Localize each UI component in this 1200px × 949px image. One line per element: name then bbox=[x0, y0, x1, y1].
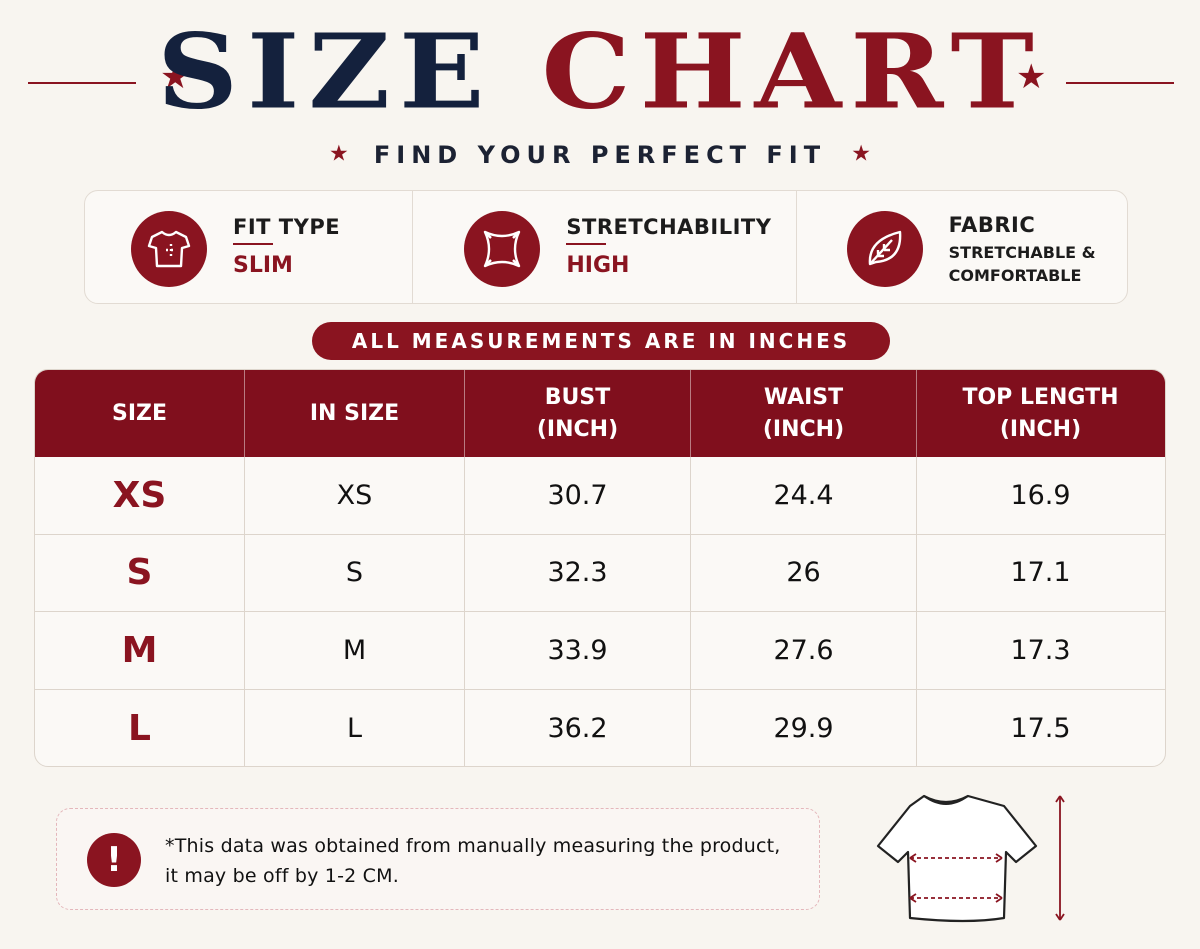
in-size-cell: XS bbox=[245, 457, 465, 534]
stretchability-value: HIGH bbox=[566, 253, 630, 278]
fit-type-underline bbox=[233, 243, 273, 245]
size-cell: M bbox=[35, 612, 245, 689]
fabric-label: FABRIC bbox=[948, 213, 1036, 237]
size-cell: S bbox=[35, 534, 245, 611]
fit-type-label: FIT TYPE bbox=[233, 215, 341, 239]
waist-measure-arrow bbox=[909, 893, 1003, 903]
header-waist-label: WAIST (INCH) bbox=[762, 384, 845, 442]
stretchability-underline bbox=[566, 243, 607, 245]
star-icon: ★ bbox=[1016, 57, 1047, 97]
title-word-size: SIZE bbox=[157, 11, 494, 133]
tshirt-icon bbox=[131, 211, 207, 287]
header-size: SIZE bbox=[35, 370, 245, 457]
header-in-size: IN SIZE bbox=[245, 370, 465, 457]
table-row: S S 32.3 26 17.1 bbox=[35, 534, 1165, 612]
size-table: SIZE IN SIZE BUST (INCH) WAIST (INCH) TO… bbox=[34, 369, 1166, 767]
header-in-size-label: IN SIZE bbox=[309, 400, 400, 426]
title-divider-left bbox=[28, 82, 136, 84]
shirt-measurement-diagram bbox=[876, 794, 1065, 923]
stretchability-cell: STRETCHABILITY HIGH bbox=[412, 191, 795, 303]
waist-cell: 26 bbox=[691, 534, 917, 611]
table-row: XS XS 30.7 24.4 16.9 bbox=[35, 457, 1165, 535]
header-bust-label: BUST (INCH) bbox=[536, 384, 619, 442]
exclamation-icon: ! bbox=[87, 833, 141, 887]
title-divider-right bbox=[1066, 82, 1174, 84]
top-length-cell: 17.1 bbox=[1010, 557, 1071, 589]
fit-type-value: SLIM bbox=[233, 253, 293, 278]
disclaimer-line-1: *This data was obtained from manually me… bbox=[165, 835, 781, 857]
top-length-cell: 17.5 bbox=[1010, 712, 1071, 744]
waist-cell: 29.9 bbox=[691, 689, 917, 766]
crop-top-icon bbox=[876, 794, 1038, 923]
bust-cell: 32.3 bbox=[465, 534, 691, 611]
table-body: XS XS 30.7 24.4 16.9 S S 32.3 26 17.1 M … bbox=[35, 457, 1165, 766]
bust-cell: 33.9 bbox=[465, 612, 691, 689]
leaf-icon bbox=[846, 211, 923, 287]
disclaimer-text: *This data was obtained from manually me… bbox=[165, 831, 805, 891]
star-icon: ★ bbox=[160, 57, 191, 97]
fabric-value: STRETCHABLE & COMFORTABLE bbox=[949, 241, 1119, 287]
title-word-chart: CHART bbox=[541, 11, 1043, 133]
table-row: M M 33.9 27.6 17.3 bbox=[35, 612, 1165, 690]
header-bust: BUST (INCH) bbox=[465, 370, 691, 457]
waist-cell: 27.6 bbox=[691, 612, 917, 689]
fabric-value-line-1: STRETCHABLE & bbox=[948, 243, 1096, 262]
bust-cell: 36.2 bbox=[465, 689, 691, 766]
subtitle: FIND YOUR PERFECT FIT bbox=[373, 140, 827, 169]
in-size-cell: L bbox=[245, 689, 465, 766]
size-cell: L bbox=[35, 689, 245, 766]
header-top-length: TOP LENGTH (INCH) bbox=[917, 370, 1164, 457]
subtitle-row: ★ FIND YOUR PERFECT FIT ★ bbox=[0, 136, 1200, 172]
header-top-length-label: TOP LENGTH (INCH) bbox=[962, 384, 1119, 442]
fit-type-cell: FIT TYPE SLIM bbox=[85, 191, 412, 303]
disclaimer-line-2: it may be off by 1-2 CM. bbox=[165, 865, 399, 887]
measurements-unit-banner: ALL MEASUREMENTS ARE IN INCHES bbox=[312, 322, 890, 360]
star-icon: ★ bbox=[851, 141, 871, 167]
header-size-label: SIZE bbox=[111, 400, 167, 426]
star-icon: ★ bbox=[329, 141, 349, 167]
bust-measure-arrow bbox=[909, 853, 1003, 863]
table-header: SIZE IN SIZE BUST (INCH) WAIST (INCH) TO… bbox=[35, 370, 1165, 457]
top-length-cell: 17.3 bbox=[1010, 634, 1071, 666]
bust-cell: 30.7 bbox=[465, 457, 691, 534]
in-size-cell: M bbox=[245, 612, 465, 689]
product-info-card: FIT TYPE SLIM STRETCHABILITY HIGH FABRIC… bbox=[84, 190, 1128, 304]
disclaimer-box: ! *This data was obtained from manually … bbox=[56, 808, 820, 910]
title-row: ★ SIZE CHART ★ bbox=[0, 8, 1200, 138]
size-cell: XS bbox=[35, 457, 245, 534]
page-title: SIZE CHART bbox=[0, 8, 1200, 137]
length-measure-arrow bbox=[1055, 795, 1065, 921]
fabric-value-line-2: COMFORTABLE bbox=[948, 266, 1082, 285]
stretch-icon bbox=[464, 211, 541, 287]
in-size-cell: S bbox=[245, 534, 465, 611]
header-waist: WAIST (INCH) bbox=[691, 370, 917, 457]
table-row: L L 36.2 29.9 17.5 bbox=[35, 689, 1165, 766]
fabric-cell: FABRIC STRETCHABLE & COMFORTABLE bbox=[795, 191, 1127, 303]
waist-cell: 24.4 bbox=[691, 457, 917, 534]
stretchability-label: STRETCHABILITY bbox=[566, 215, 772, 239]
top-length-cell: 16.9 bbox=[1010, 479, 1071, 511]
